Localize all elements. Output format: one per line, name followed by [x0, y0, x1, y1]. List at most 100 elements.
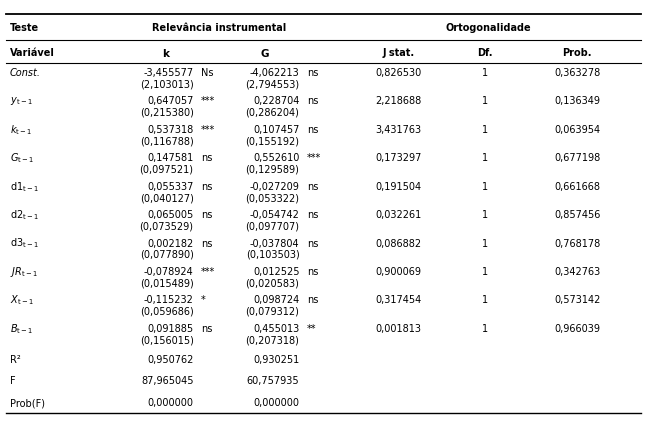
Text: 0,900069: 0,900069: [375, 266, 421, 276]
Text: (0,116788): (0,116788): [140, 136, 193, 146]
Text: ns: ns: [307, 68, 318, 78]
Text: -0,027209: -0,027209: [250, 181, 300, 191]
Text: (0,129589): (0,129589): [245, 164, 300, 174]
Text: (0,079312): (0,079312): [245, 306, 300, 316]
Text: 0,147581: 0,147581: [148, 153, 193, 163]
Text: $\mathregular{d2}_{\mathregular{t-1}}$: $\mathregular{d2}_{\mathregular{t-1}}$: [10, 208, 39, 222]
Text: ns: ns: [307, 96, 318, 106]
Text: -4,062213: -4,062213: [250, 68, 300, 78]
Text: 0,000000: 0,000000: [148, 397, 193, 407]
Text: Prob(F): Prob(F): [10, 397, 45, 407]
Text: 1: 1: [482, 295, 488, 305]
Text: $G_{\mathregular{t-1}}$: $G_{\mathregular{t-1}}$: [10, 151, 34, 165]
Text: 0,342763: 0,342763: [554, 266, 600, 276]
Text: J stat.: J stat.: [382, 48, 414, 58]
Text: 1: 1: [482, 323, 488, 333]
Text: 0,065005: 0,065005: [148, 210, 193, 219]
Text: 0,363278: 0,363278: [554, 68, 600, 78]
Text: 0,000000: 0,000000: [254, 397, 300, 407]
Text: $X_{\mathregular{t-1}}$: $X_{\mathregular{t-1}}$: [10, 293, 34, 307]
Text: 0,677198: 0,677198: [554, 153, 600, 163]
Text: 0,826530: 0,826530: [375, 68, 421, 78]
Text: $\mathregular{d3}_{\mathregular{t-1}}$: $\mathregular{d3}_{\mathregular{t-1}}$: [10, 236, 39, 250]
Text: 0,552610: 0,552610: [253, 153, 300, 163]
Text: 0,768178: 0,768178: [554, 238, 600, 248]
Text: 0,930251: 0,930251: [253, 354, 300, 364]
Text: 0,537318: 0,537318: [148, 124, 193, 134]
Text: (0,053322): (0,053322): [245, 193, 300, 202]
Text: $JR_{\mathregular{t-1}}$: $JR_{\mathregular{t-1}}$: [10, 265, 38, 278]
Text: 0,191504: 0,191504: [375, 181, 421, 191]
Text: ns: ns: [201, 153, 212, 163]
Text: $\mathbf{G}$: $\mathbf{G}$: [260, 46, 270, 58]
Text: 1: 1: [482, 96, 488, 106]
Text: ***: ***: [307, 153, 322, 163]
Text: (0,097707): (0,097707): [245, 221, 300, 231]
Text: 0,001813: 0,001813: [375, 323, 421, 333]
Text: 0,950762: 0,950762: [147, 354, 193, 364]
Text: 1: 1: [482, 266, 488, 276]
Text: 0,455013: 0,455013: [253, 323, 300, 333]
Text: 0,012525: 0,012525: [253, 266, 300, 276]
Text: Df.: Df.: [477, 48, 493, 58]
Text: 0,091885: 0,091885: [148, 323, 193, 333]
Text: F: F: [10, 375, 16, 386]
Text: ns: ns: [201, 323, 212, 333]
Text: Ns: Ns: [201, 68, 214, 78]
Text: 0,966039: 0,966039: [554, 323, 600, 333]
Text: 0,063954: 0,063954: [554, 124, 600, 134]
Text: 1: 1: [482, 68, 488, 78]
Text: 1: 1: [482, 153, 488, 163]
Text: 0,055337: 0,055337: [147, 181, 193, 191]
Text: 0,086882: 0,086882: [375, 238, 421, 248]
Text: 0,136349: 0,136349: [554, 96, 600, 106]
Text: *: *: [201, 295, 206, 305]
Text: (0,155192): (0,155192): [245, 136, 300, 146]
Text: 0,857456: 0,857456: [554, 210, 600, 219]
Text: (0,059686): (0,059686): [140, 306, 193, 316]
Text: ns: ns: [201, 181, 212, 191]
Text: 60,757935: 60,757935: [247, 375, 300, 386]
Text: 0,647057: 0,647057: [147, 96, 193, 106]
Text: (0,020583): (0,020583): [245, 278, 300, 288]
Text: ns: ns: [307, 124, 318, 134]
Text: $B_{\mathregular{t-1}}$: $B_{\mathregular{t-1}}$: [10, 321, 33, 335]
Text: ns: ns: [201, 238, 212, 248]
Text: (0,215380): (0,215380): [140, 107, 193, 117]
Text: -0,037804: -0,037804: [250, 238, 300, 248]
Text: 0,002182: 0,002182: [148, 238, 193, 248]
Text: -0,115232: -0,115232: [144, 295, 193, 305]
Text: Relevância instrumental: Relevância instrumental: [152, 23, 286, 33]
Text: 0,098724: 0,098724: [253, 295, 300, 305]
Text: (0,156015): (0,156015): [140, 334, 193, 345]
Text: Ortogonalidade: Ortogonalidade: [446, 23, 531, 33]
Text: 1: 1: [482, 124, 488, 134]
Text: 0,228704: 0,228704: [253, 96, 300, 106]
Text: ns: ns: [307, 210, 318, 219]
Text: **: **: [307, 323, 316, 333]
Text: 3,431763: 3,431763: [375, 124, 421, 134]
Text: (0,015489): (0,015489): [140, 278, 193, 288]
Text: (0,103503): (0,103503): [246, 249, 300, 259]
Text: (2,794553): (2,794553): [245, 79, 300, 89]
Text: (0,073529): (0,073529): [140, 221, 193, 231]
Text: ns: ns: [307, 266, 318, 276]
Text: ns: ns: [307, 295, 318, 305]
Text: Prob.: Prob.: [562, 48, 592, 58]
Text: R²: R²: [10, 354, 21, 364]
Text: $k_{\mathregular{t-1}}$: $k_{\mathregular{t-1}}$: [10, 123, 32, 136]
Text: 87,965045: 87,965045: [141, 375, 193, 386]
Text: (0,040127): (0,040127): [140, 193, 193, 202]
Text: 0,573142: 0,573142: [554, 295, 600, 305]
Text: 0,032261: 0,032261: [375, 210, 421, 219]
Text: ***: ***: [201, 124, 215, 134]
Text: (0,286204): (0,286204): [245, 107, 300, 117]
Text: (0,207318): (0,207318): [245, 334, 300, 345]
Text: Variável: Variável: [10, 48, 54, 58]
Text: ***: ***: [201, 266, 215, 276]
Text: 2,218688: 2,218688: [375, 96, 421, 106]
Text: ns: ns: [201, 210, 212, 219]
Text: 0,173297: 0,173297: [375, 153, 421, 163]
Text: 0,107457: 0,107457: [253, 124, 300, 134]
Text: (2,103013): (2,103013): [140, 79, 193, 89]
